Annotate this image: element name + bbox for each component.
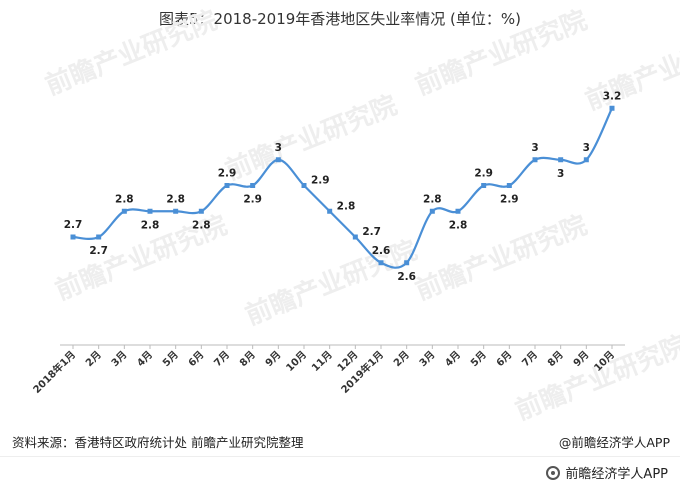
x-tick-label-8: 9月: [263, 349, 283, 369]
footer-brand-label: 前瞻经济学人APP: [565, 467, 668, 482]
x-tick-label-17: 6月: [494, 349, 514, 369]
data-label-12: 2.6: [372, 245, 391, 257]
x-tick-label-16: 5月: [468, 349, 488, 369]
x-tick-label-5: 6月: [186, 349, 206, 369]
data-label-5: 2.8: [192, 219, 211, 231]
footer-brand[interactable]: 前瞻经济学人APP: [546, 463, 668, 482]
data-label-16: 2.9: [474, 168, 493, 180]
data-point-10: [327, 208, 333, 214]
qianzhan-logo-icon: [546, 465, 561, 480]
data-label-3: 2.8: [141, 219, 160, 231]
data-point-layer: [70, 105, 615, 266]
data-point-15: [455, 208, 461, 214]
x-tick-label-9: 10月: [284, 349, 309, 374]
data-label-11: 2.7: [362, 226, 381, 238]
watermark-text-6: 前瞻产业研究院: [411, 210, 591, 307]
watermark-text-7: 前瞻产业研究院: [511, 330, 680, 427]
data-point-7: [250, 183, 256, 188]
data-point-14: [429, 208, 435, 214]
x-tick-label-0: 2018年1月: [30, 348, 78, 396]
data-point-4: [173, 208, 179, 214]
data-point-1: [96, 234, 102, 240]
x-tick-label-4: 5月: [160, 349, 180, 369]
data-label-9: 2.9: [311, 175, 330, 187]
data-point-0: [70, 234, 76, 240]
data-label-18: 3: [531, 142, 538, 154]
data-label-10: 2.8: [337, 200, 356, 212]
brand-credit: @前瞻经济学人APP: [558, 435, 670, 450]
data-label-21: 3.2: [603, 90, 622, 102]
data-label-8: 3: [275, 142, 282, 154]
data-label-layer: 2.7 2.7 2.8 2.8 2.8 2.8 2.9 2.9 3 2.9 2.8 2.7 2.6 2.6…: [64, 90, 622, 283]
data-point-16: [481, 183, 487, 188]
watermark-text-1: 前瞻产业研究院: [221, 90, 401, 187]
data-label-17: 2.9: [500, 194, 519, 206]
x-tick-label-15: 4月: [443, 349, 463, 369]
data-label-15: 2.8: [449, 219, 468, 231]
watermark-text-0: 前瞻产业研究院: [41, 5, 221, 102]
data-point-5: [198, 208, 204, 214]
data-point-18: [532, 157, 538, 163]
x-tick-label-10: 11月: [309, 349, 334, 374]
data-point-8: [275, 157, 281, 163]
data-point-21: [609, 105, 615, 111]
data-point-19: [558, 157, 564, 163]
source-note: 资料来源：香港特区政府统计处 前瞻产业研究院整理: [12, 435, 304, 450]
chart-title: 图表5：2018-2019年香港地区失业率情况 (单位：%): [158, 10, 522, 28]
watermark-text-5: 前瞻产业研究院: [241, 235, 421, 332]
data-point-3: [147, 208, 153, 214]
data-label-1: 2.7: [89, 245, 108, 257]
data-label-20: 3: [583, 142, 590, 154]
data-point-13: [404, 260, 410, 266]
x-tick-label-6: 7月: [212, 349, 232, 369]
data-point-12: [378, 260, 384, 266]
footer-bar: 前瞻经济学人APP: [0, 456, 680, 486]
x-tick-label-7: 8月: [237, 349, 257, 369]
x-tick-label-20: 9月: [571, 349, 591, 369]
x-tick-label-13: 2月: [391, 349, 411, 369]
data-point-17: [506, 183, 512, 188]
data-label-7: 2.9: [243, 194, 262, 206]
data-label-4: 2.8: [166, 193, 185, 205]
data-label-19: 3: [557, 168, 564, 180]
data-label-13: 2.6: [397, 271, 416, 283]
series-line-unemployment: [72, 107, 613, 269]
x-tick-label-1: 2月: [83, 349, 103, 369]
data-label-14: 2.8: [423, 193, 442, 205]
watermark-text-2: 前瞻产业研究院: [411, 5, 591, 102]
data-point-11: [352, 234, 358, 240]
data-point-9: [301, 183, 307, 188]
x-tick-label-19: 8月: [545, 349, 565, 369]
watermark-text-3: 前瞻产业研究院: [581, 20, 680, 117]
x-tick-label-2: 3月: [109, 349, 129, 369]
x-tick-layer: [72, 345, 613, 349]
data-label-0: 2.7: [64, 219, 83, 231]
data-point-20: [583, 157, 589, 163]
x-tick-label-3: 4月: [135, 349, 155, 369]
x-tick-label-18: 7月: [520, 349, 540, 369]
data-label-6: 2.9: [218, 168, 237, 180]
x-tick-label-14: 3月: [417, 349, 437, 369]
data-point-2: [121, 208, 127, 214]
data-label-2: 2.8: [115, 193, 134, 205]
data-point-6: [224, 183, 230, 188]
